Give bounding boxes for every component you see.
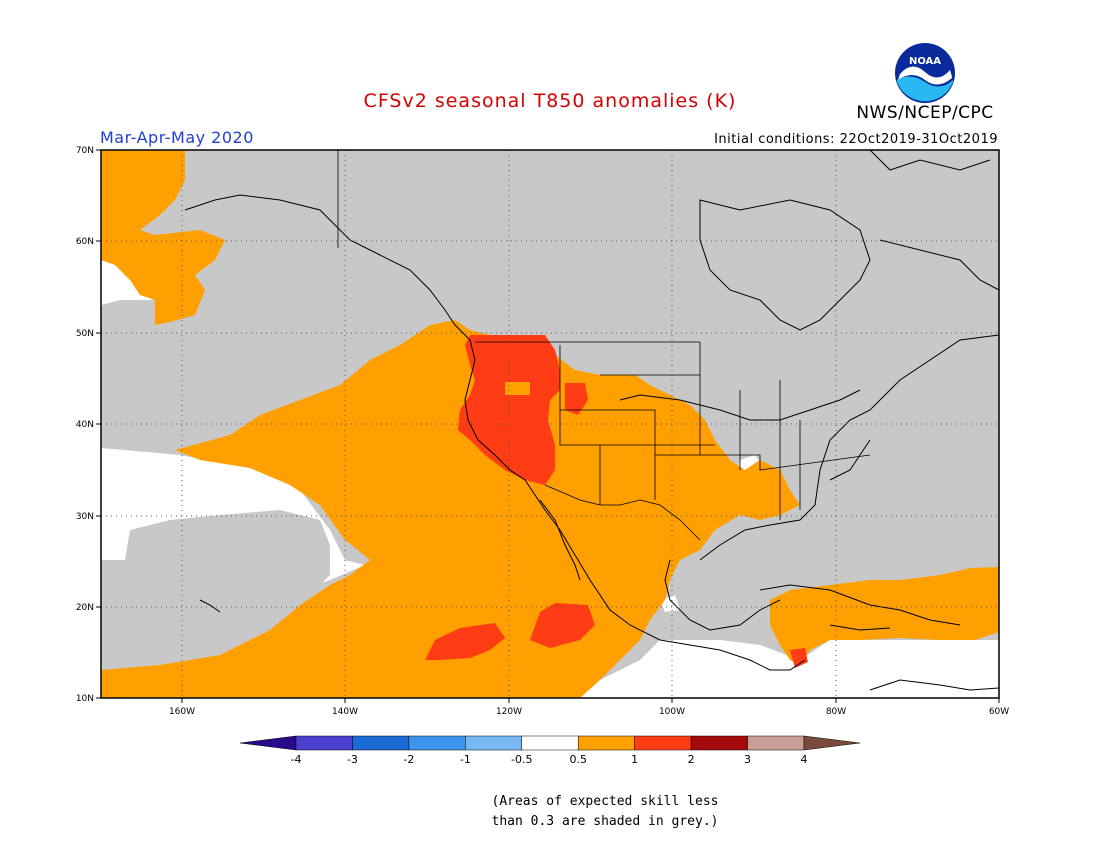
colorbar: -4 -3 -2 -1 -0.5 0.5 1 2 3 4 (239, 735, 861, 766)
lon-label: 140W (332, 707, 358, 717)
skill-footnote: (Areas of expected skill less than 0.3 a… (440, 792, 770, 832)
coastlines (184, 150, 999, 691)
strong-warm-anomaly-pacific-b (530, 603, 595, 648)
lon-label: 60W (989, 707, 1009, 717)
agency-label: NWS/NCEP/CPC (856, 103, 994, 123)
colorbar-label: 0.5 (569, 753, 587, 766)
noaa-logo: NOAA (894, 42, 956, 108)
colorbar-segment (803, 735, 861, 751)
colorbar-segment (634, 735, 692, 751)
political-borders (337, 150, 871, 541)
axis-ticks (96, 149, 1000, 703)
colorbar-label: -3 (347, 753, 358, 766)
colorbar-segment (239, 735, 297, 751)
lat-label: 60N (76, 237, 94, 247)
colorbar-segment (690, 735, 748, 751)
map-title: CFSv2 seasonal T850 anomalies (K) (363, 90, 737, 112)
strong-warm-anomaly-idaho (565, 383, 588, 415)
colorbar-segment (408, 735, 466, 751)
noaa-logo-text: NOAA (909, 56, 941, 67)
map-area (101, 150, 999, 698)
warm-anomaly-alaska (101, 150, 225, 325)
colorbar-segment (295, 735, 353, 751)
lat-label: 40N (76, 420, 94, 430)
strong-warm-anomaly-honduras (790, 648, 808, 668)
colorbar-segment (747, 735, 805, 751)
colorbar-segment (521, 735, 579, 751)
colorbar-label: 4 (801, 753, 808, 766)
footnote-line-2: than 0.3 are shaded in grey.) (491, 814, 719, 829)
lat-label: 70N (76, 146, 94, 156)
lat-label: 10N (76, 694, 94, 704)
colorbar-label: 3 (744, 753, 751, 766)
lon-label: 100W (659, 707, 685, 717)
colorbar-segment (465, 735, 523, 751)
colorbar-segment (352, 735, 410, 751)
longitude-labels: 160W 140W 120W 100W 80W 60W (169, 707, 1009, 717)
colorbar-label: -2 (403, 753, 414, 766)
warm-pocket-oregon (505, 382, 530, 395)
latitude-labels: 70N 60N 50N 40N 30N 20N 10N (76, 146, 94, 704)
warm-anomaly-caribbean (770, 567, 999, 665)
lon-label: 80W (826, 707, 846, 717)
colorbar-segment (577, 735, 635, 751)
colorbar-label: -1 (460, 753, 471, 766)
colorbar-label: -4 (291, 753, 302, 766)
colorbar-label: 2 (688, 753, 695, 766)
lat-label: 20N (76, 603, 94, 613)
initial-conditions-label: Initial conditions: 22Oct2019-31Oct2019 (714, 132, 998, 147)
lat-label: 30N (76, 512, 94, 522)
lat-label: 50N (76, 329, 94, 339)
season-label: Mar-Apr-May 2020 (100, 128, 254, 147)
colorbar-label: 1 (631, 753, 638, 766)
lon-label: 160W (169, 707, 195, 717)
colorbar-label: -0.5 (511, 753, 532, 766)
strong-warm-anomaly-pacific-a (425, 623, 505, 660)
lon-label: 120W (496, 707, 522, 717)
grey-region-hawaii (101, 510, 330, 698)
footnote-line-1: (Areas of expected skill less (491, 794, 719, 809)
warm-anomaly-pacific-west (101, 320, 800, 698)
